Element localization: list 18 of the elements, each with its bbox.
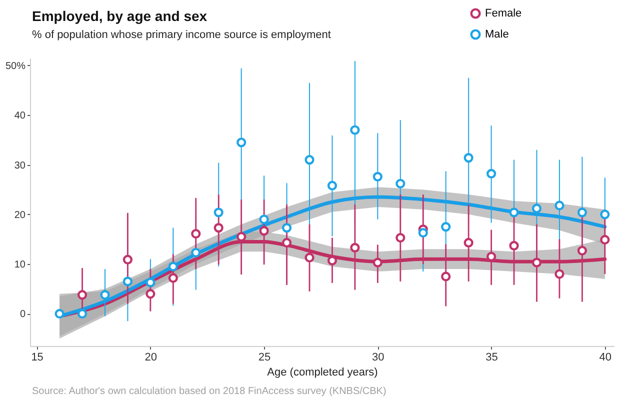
x-tick-label: 15 <box>31 352 44 364</box>
y-tick-label: 10 <box>14 260 26 271</box>
y-tick-label: 20 <box>14 210 26 221</box>
chart-title: Employed, by age and sex <box>32 8 208 24</box>
y-tick-label: 40 <box>14 110 26 122</box>
source-note: Source: Author's own calculation based on 2018 FinAccess survey (KNBS/CBK) <box>32 386 386 397</box>
legend-label: Female <box>485 8 522 20</box>
x-tick-label: 40 <box>599 352 612 364</box>
x-tick-label: 30 <box>372 352 384 364</box>
legend-label: Male <box>485 28 509 40</box>
y-tick-label: 30 <box>14 160 26 172</box>
chart-subtitle: % of population whose primary income source is employment <box>32 29 331 41</box>
x-tick-label: 35 <box>486 352 498 364</box>
x-tick-label: 25 <box>258 352 271 364</box>
y-tick-label: 50% <box>5 60 26 72</box>
x-tick-label: 20 <box>144 352 158 364</box>
y-tick-label: 0 <box>20 309 26 320</box>
x-axis-title: Age (completed years) <box>267 366 378 378</box>
